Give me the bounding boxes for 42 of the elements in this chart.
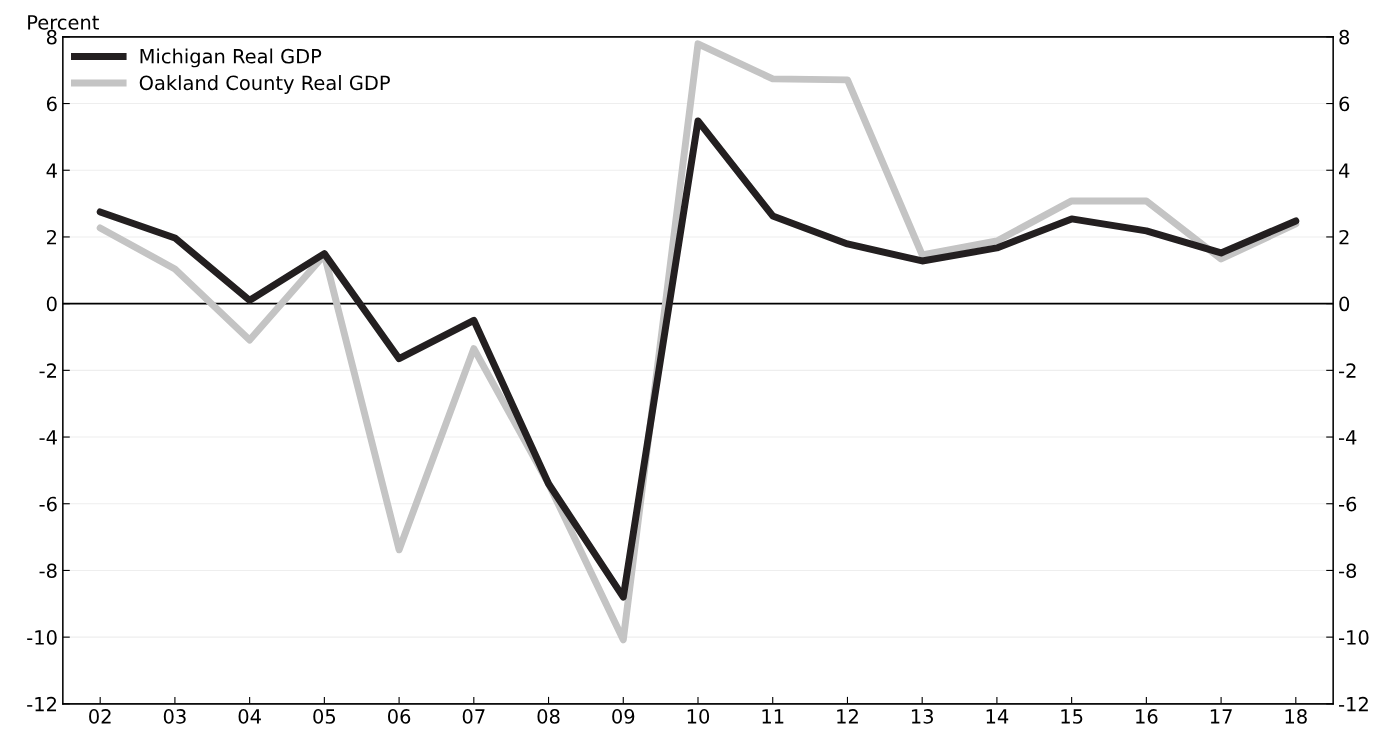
y-tick-label: -8: [39, 563, 57, 579]
y2-tick-label: 8: [1339, 29, 1350, 45]
y-tick-label: 0: [46, 296, 57, 312]
x-tick-label: 09: [612, 709, 635, 724]
y-axis-title: Percent: [28, 15, 99, 30]
x-tick-label: 18: [1285, 709, 1307, 724]
y-tick-label: 4: [46, 163, 57, 178]
y2-tick-label: -2: [1338, 363, 1356, 378]
y-tick-label: 6: [46, 96, 57, 112]
legend-label: Oakland County Real GDP: [139, 75, 390, 94]
x-tick-label: 15: [1061, 709, 1083, 724]
y2-tick-label: 6: [1339, 96, 1350, 112]
x-tick-label: 11: [762, 709, 784, 724]
x-tick-label: 04: [238, 709, 261, 724]
x-tick-label: 08: [537, 709, 560, 724]
y2-tick-label: 4: [1338, 163, 1350, 178]
y2-tick-label: 2: [1339, 229, 1349, 245]
legend-label: Michigan Real GDP: [140, 48, 322, 68]
x-tick-label: 14: [986, 709, 1009, 724]
x-tick-label: 10: [687, 709, 710, 724]
y-tick-label: 2: [47, 229, 57, 245]
y-tick-label: -2: [39, 363, 57, 378]
y2-tick-label: -4: [1338, 430, 1357, 445]
y2-tick-label: -10: [1338, 630, 1369, 645]
x-tick-label: 12: [837, 709, 858, 724]
x-tick-label: 06: [388, 709, 411, 724]
y2-tick-label: -8: [1338, 563, 1357, 579]
x-tick-label: 13: [911, 709, 933, 724]
x-tick-label: 03: [163, 709, 186, 724]
y-tick-label: -4: [39, 430, 57, 445]
y2-tick-label: -12: [1338, 696, 1368, 712]
x-tick-label: 16: [1136, 709, 1158, 724]
y-tick-label: -12: [27, 696, 57, 712]
x-tick-label: 05: [313, 709, 336, 724]
x-tick-label: 17: [1210, 709, 1232, 724]
y2-tick-label: 0: [1339, 296, 1350, 312]
x-tick-label: 07: [462, 709, 485, 724]
y2-tick-label: -6: [1338, 496, 1357, 512]
y-tick-label: -10: [27, 630, 57, 645]
y-tick-label: 8: [46, 29, 57, 45]
y-tick-label: -6: [39, 496, 57, 512]
x-tick-label: 02: [89, 709, 111, 724]
